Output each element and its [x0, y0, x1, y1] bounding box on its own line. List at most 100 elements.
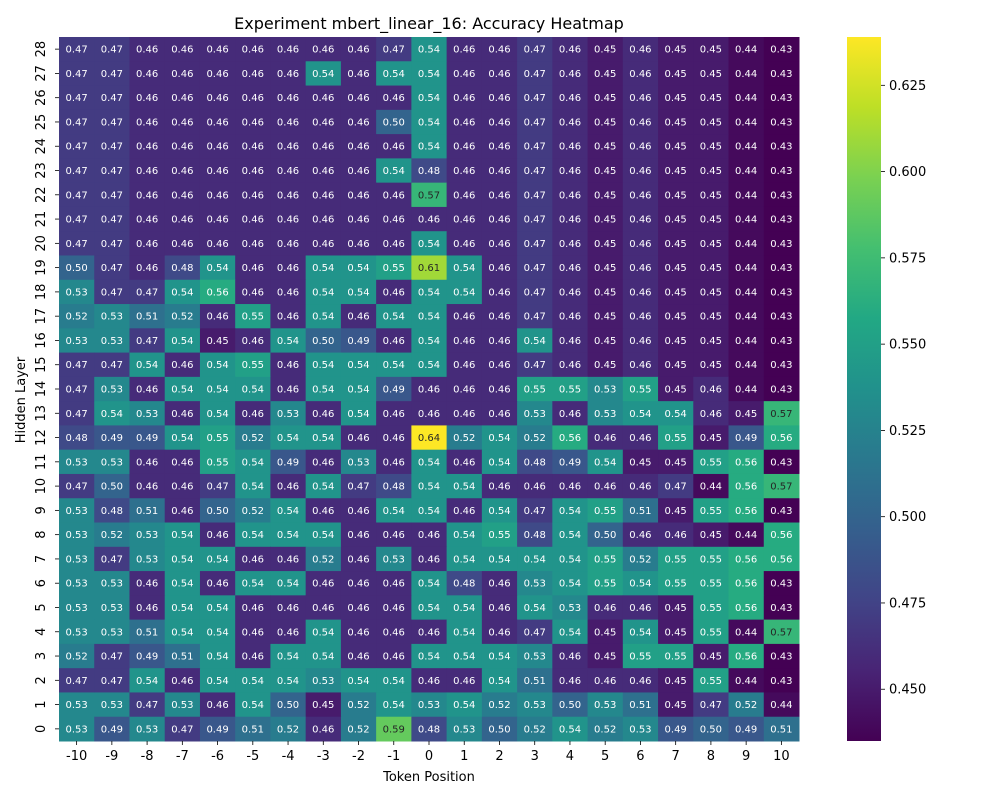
cell-value-label: 0.45 [594, 336, 616, 347]
heatmap-cell [411, 109, 448, 135]
cell-value-label: 0.46 [488, 190, 510, 201]
cell-value-label: 0.46 [559, 336, 581, 347]
cell-value-label: 0.45 [594, 215, 616, 226]
x-tick-label: -1 [387, 749, 400, 764]
y-tick-label: 14 [34, 381, 49, 398]
heatmap-cell [411, 571, 448, 596]
y-tick-label: 13 [34, 405, 49, 422]
heatmap-cell [446, 619, 483, 645]
cell-value-label: 0.46 [171, 239, 193, 250]
cell-value-label: 0.53 [312, 676, 334, 687]
heatmap-cell [658, 473, 694, 499]
cell-value-label: 0.43 [770, 385, 792, 396]
heatmap-cell [411, 716, 448, 742]
heatmap-cell [376, 61, 412, 87]
cell-value-label: 0.54 [418, 652, 440, 663]
heatmap-cell [622, 61, 659, 87]
cell-value-label: 0.54 [418, 579, 440, 590]
heatmap-cell [164, 716, 201, 742]
cell-value-label: 0.53 [101, 603, 123, 614]
heatmap-cell [59, 401, 95, 426]
heatmap-cell [340, 206, 377, 232]
heatmap-cell [376, 692, 412, 718]
heatmap-cell [59, 231, 95, 256]
heatmap-cell [658, 328, 694, 354]
heatmap-cell [129, 498, 166, 524]
heatmap-cell [376, 449, 412, 475]
heatmap-cell [129, 619, 166, 645]
cell-value-label: 0.54 [206, 409, 228, 420]
heatmap-cell [59, 37, 95, 62]
cell-value-label: 0.54 [665, 409, 687, 420]
cell-value-label: 0.46 [453, 676, 475, 687]
y-tick-label: 20 [34, 235, 49, 252]
heatmap-cell [517, 571, 553, 596]
cell-value-label: 0.46 [206, 190, 228, 201]
colorbar-tick-label: 0.575 [889, 251, 926, 266]
heatmap-cell [164, 158, 201, 184]
cell-value-label: 0.46 [136, 190, 158, 201]
cell-value-label: 0.54 [383, 166, 405, 177]
heatmap-cell [481, 571, 518, 596]
cell-value-label: 0.51 [242, 724, 264, 735]
heatmap-cell [728, 134, 765, 159]
heatmap-cell [622, 37, 659, 62]
heatmap-cell [164, 109, 201, 135]
cell-value-label: 0.43 [770, 652, 792, 663]
cell-value-label: 0.52 [453, 433, 475, 444]
cell-value-label: 0.46 [242, 409, 264, 420]
heatmap-cell [411, 473, 448, 499]
cell-value-label: 0.54 [524, 336, 546, 347]
heatmap-cell [129, 522, 166, 548]
heatmap-cell [446, 473, 483, 499]
heatmap-cell [552, 304, 589, 329]
heatmap-cell [446, 37, 483, 62]
cell-value-label: 0.45 [700, 239, 722, 250]
heatmap-cell [728, 643, 765, 669]
cell-value-label: 0.46 [206, 700, 228, 711]
cell-value-label: 0.46 [383, 215, 405, 226]
heatmap-cell [481, 206, 518, 232]
cell-value-label: 0.53 [65, 579, 87, 590]
heatmap-cell [305, 473, 342, 499]
cell-value-label: 0.54 [312, 627, 334, 638]
cell-value-label: 0.47 [524, 117, 546, 128]
cell-value-label: 0.46 [594, 433, 616, 444]
y-tick-label: 9 [34, 506, 49, 514]
cell-value-label: 0.52 [65, 312, 87, 323]
cell-value-label: 0.46 [488, 312, 510, 323]
cell-value-label: 0.46 [347, 506, 369, 517]
cell-value-label: 0.46 [453, 93, 475, 104]
heatmap-cell [622, 522, 659, 548]
cell-value-label: 0.46 [629, 142, 651, 153]
heatmap-cell [587, 668, 624, 693]
heatmap-cell [129, 279, 166, 305]
cell-value-label: 0.54 [559, 554, 581, 565]
heatmap-cell [481, 522, 518, 548]
cell-value-label: 0.49 [383, 385, 405, 396]
heatmap-cell [305, 522, 342, 548]
cell-value-label: 0.54 [383, 700, 405, 711]
x-axis-ticks: -10 -9 -8 -7 -6 -5 -4 -3 -2 -1 0 1 2 3 4 5 6 7 8 9 10 [66, 741, 790, 764]
cell-value-label: 0.54 [559, 579, 581, 590]
heatmap-cell [376, 668, 412, 693]
heatmap-cell [340, 376, 377, 402]
heatmap-cell [59, 449, 95, 475]
y-tick-label: 15 [34, 356, 49, 373]
cell-value-label: 0.46 [629, 312, 651, 323]
cell-value-label: 0.49 [665, 724, 687, 735]
cell-value-label: 0.54 [559, 506, 581, 517]
cell-value-label: 0.54 [453, 652, 475, 663]
cell-value-label: 0.46 [312, 724, 334, 735]
cell-value-label: 0.54 [171, 530, 193, 541]
heatmap-cell [305, 352, 342, 378]
heatmap-cell [481, 255, 518, 281]
heatmap-cell [763, 255, 800, 281]
cell-value-label: 0.56 [735, 457, 757, 468]
heatmap-cell [94, 352, 130, 378]
cell-value-label: 0.47 [101, 676, 123, 687]
heatmap-cell [446, 571, 483, 596]
heatmap-cell [376, 643, 412, 669]
heatmap-cell [94, 546, 130, 572]
heatmap-cell [340, 85, 377, 111]
